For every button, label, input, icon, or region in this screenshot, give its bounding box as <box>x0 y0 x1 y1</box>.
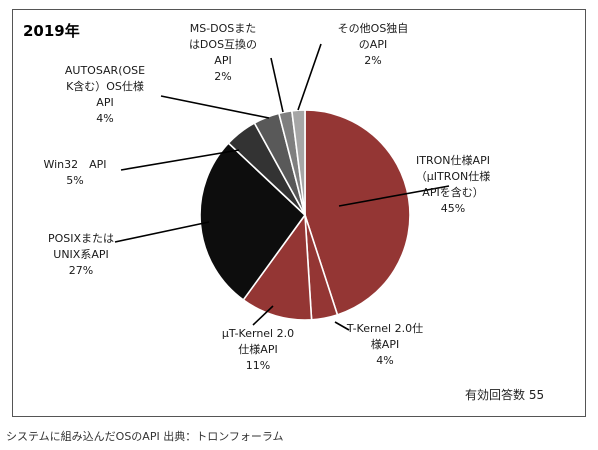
slice-label-6: AUTOSAR(OSE K含む）OS仕様 API 4% <box>65 64 145 125</box>
slice-label-3: μT-Kernel 2.0 仕様API 11% <box>222 327 294 372</box>
slice-name-line: POSIXまたは <box>48 232 114 245</box>
slice-label-4: POSIXまたは UNIX系API 27% <box>48 232 114 277</box>
slice-name-line: API <box>214 54 231 67</box>
pie-chart: 2019年 ITRON仕様API （μITRON仕様 APIを含む） 45% T-Ker… <box>23 22 544 402</box>
chart-frame: 2019年 ITRON仕様API （μITRON仕様 APIを含む） 45% T-Ker… <box>12 9 586 417</box>
leader-line-6 <box>160 95 270 119</box>
pie-slice-1 <box>304 109 411 316</box>
slice-name-line: ITRON仕様API <box>416 153 490 167</box>
leader-lines <box>114 43 450 331</box>
leader-line-8 <box>297 43 322 111</box>
slice-name-line: UNIX系API <box>53 248 108 261</box>
leader-line-2 <box>334 321 350 331</box>
slice-percent-label: 27% <box>69 264 93 277</box>
slice-name-line: 様API <box>371 337 399 351</box>
slice-name-line: AUTOSAR(OSE <box>65 64 145 77</box>
slice-percent-label: 4% <box>376 354 393 367</box>
pie-slice-3 <box>242 212 313 321</box>
slice-labels: ITRON仕様API （μITRON仕様 APIを含む） 45% T-Kernel 2.… <box>43 22 490 372</box>
slice-name-line: μT-Kernel 2.0 <box>222 327 294 340</box>
slice-name-line: その他OS独自 <box>338 22 409 35</box>
slice-name-line: はDOS互換の <box>189 38 257 51</box>
leader-line-7 <box>270 57 284 113</box>
slice-label-1: ITRON仕様API （μITRON仕様 APIを含む） 45% <box>416 153 491 215</box>
leader-line-5 <box>120 149 240 171</box>
slice-label-2: T-Kernel 2.0仕様API 4% <box>346 322 423 367</box>
pie-slice-8 <box>290 109 306 216</box>
slice-percent-label: 2% <box>364 54 381 67</box>
leader-line-1 <box>338 185 450 207</box>
slice-label-5: Win32 API 5% <box>43 158 106 187</box>
slice-percent-label: 11% <box>246 359 270 372</box>
slice-name-line: （μITRON仕様 <box>416 169 491 183</box>
slice-name-line: API <box>96 96 113 109</box>
slice-percent-label: 4% <box>96 112 113 125</box>
slice-name-line: 仕様API <box>238 342 277 356</box>
slice-name-line: Win32 API <box>43 158 106 171</box>
slice-name-line: K含む）OS仕様 <box>66 79 144 93</box>
slice-name-line: APIを含む） <box>422 185 483 199</box>
slice-label-8: その他OS独自のAPI 2% <box>338 22 409 67</box>
slice-percent-label: 45% <box>441 202 465 215</box>
slice-percent-label: 2% <box>214 70 231 83</box>
slice-name-line: のAPI <box>359 38 387 51</box>
slice-label-7: MS-DOSまたはDOS互換の API 2% <box>189 22 257 83</box>
leader-line-4 <box>114 221 210 243</box>
slice-percent-label: 5% <box>66 174 83 187</box>
pie-slices <box>199 109 411 321</box>
pie-slice-4 <box>199 141 307 302</box>
leader-line-3 <box>252 305 274 326</box>
chart-title: 2019年 <box>23 22 80 40</box>
figure-caption: システムに組み込んだOSのAPI 出典：トロンフォーラム <box>6 430 284 443</box>
slice-name-line: MS-DOSまた <box>190 22 257 35</box>
response-count: 有効回答数 55 <box>465 387 544 402</box>
slice-name-line: T-Kernel 2.0仕 <box>346 322 423 335</box>
